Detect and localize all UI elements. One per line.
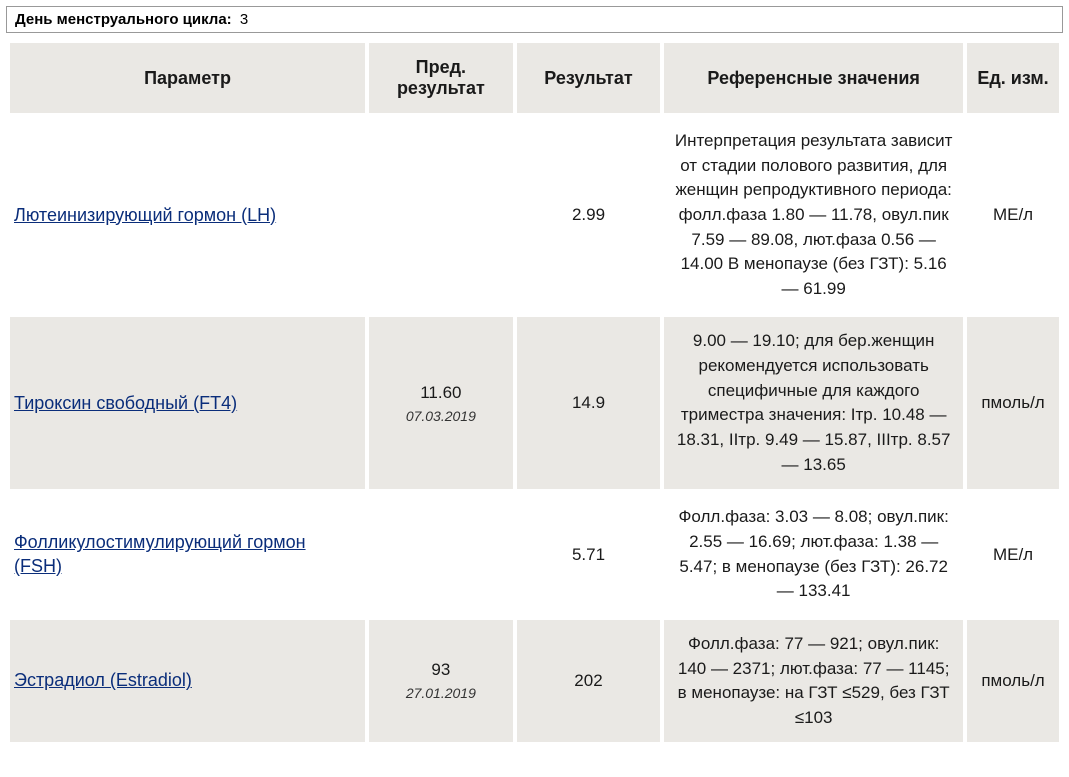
col-header-param: Параметр <box>10 43 365 113</box>
unit-cell: МЕ/л <box>967 117 1059 313</box>
cycle-day-label: День менструального цикла: <box>15 11 232 28</box>
col-header-unit: Ед. изм. <box>967 43 1059 113</box>
cycle-day-box: День менструального цикла: 3 <box>6 6 1063 33</box>
reference-cell: Фолл.фаза: 3.03 — 8.08; овул.пик: 2.55 —… <box>664 493 963 616</box>
col-header-result: Результат <box>517 43 661 113</box>
prev-value: 11.60 <box>420 383 461 402</box>
prev-result-cell <box>369 117 513 313</box>
param-link[interactable]: Фолликулостимулирующий гормон (FSH) <box>14 532 306 575</box>
result-cell: 14.9 <box>517 317 661 489</box>
param-link[interactable]: Тироксин свободный (FT4) <box>14 393 237 413</box>
prev-result-cell: 93 27.01.2019 <box>369 620 513 743</box>
param-cell: Эстрадиол (Estradiol) <box>10 620 365 743</box>
prev-result-cell <box>369 493 513 616</box>
param-cell: Фолликулостимулирующий гормон (FSH) <box>10 493 365 616</box>
results-table: Параметр Пред. результат Результат Рефер… <box>6 39 1063 746</box>
report-container: День менструального цикла: 3 Параметр Пр… <box>6 6 1063 746</box>
table-header-row: Параметр Пред. результат Результат Рефер… <box>10 43 1059 113</box>
col-header-prev: Пред. результат <box>369 43 513 113</box>
unit-cell: пмоль/л <box>967 620 1059 743</box>
prev-date: 07.03.2019 <box>379 407 503 427</box>
param-link[interactable]: Эстрадиол (Estradiol) <box>14 670 192 690</box>
param-link[interactable]: Лютеинизирующий гормон (LH) <box>14 205 276 225</box>
param-cell: Лютеинизирующий гормон (LH) <box>10 117 365 313</box>
cycle-day-value: 3 <box>240 11 248 28</box>
param-cell: Тироксин свободный (FT4) <box>10 317 365 489</box>
unit-cell: МЕ/л <box>967 493 1059 616</box>
prev-result-cell: 11.60 07.03.2019 <box>369 317 513 489</box>
reference-cell: Интерпретация результата зависит от стад… <box>664 117 963 313</box>
table-row: Тироксин свободный (FT4)11.6007.03.20191… <box>10 317 1059 489</box>
table-row: Эстрадиол (Estradiol) 93 27.01.2019 202Фолл… <box>10 620 1059 743</box>
table-row: Лютеинизирующий гормон (LH) 2.99Интерпрет… <box>10 117 1059 313</box>
table-body: Лютеинизирующий гормон (LH) 2.99Интерпрет… <box>10 117 1059 742</box>
table-row: Фолликулостимулирующий гормон (FSH) 5.71Ф… <box>10 493 1059 616</box>
unit-cell: пмоль/л <box>967 317 1059 489</box>
reference-cell: Фолл.фаза: 77 — 921; овул.пик: 140 — 237… <box>664 620 963 743</box>
col-header-ref: Референсные значения <box>664 43 963 113</box>
prev-date: 27.01.2019 <box>379 684 503 704</box>
result-cell: 5.71 <box>517 493 661 616</box>
reference-cell: 9.00 — 19.10; для бер.женщин рекомендует… <box>664 317 963 489</box>
prev-value: 93 <box>431 660 450 679</box>
result-cell: 202 <box>517 620 661 743</box>
result-cell: 2.99 <box>517 117 661 313</box>
